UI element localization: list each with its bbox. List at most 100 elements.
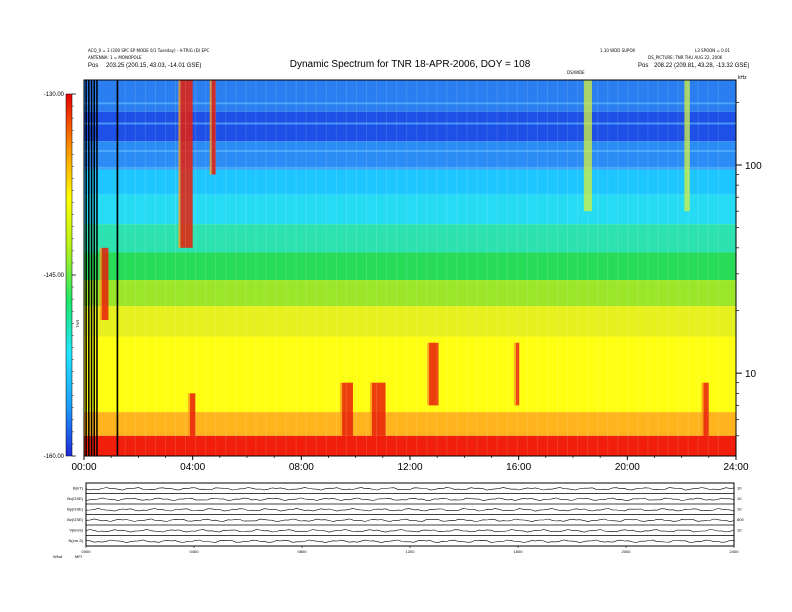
spectrum-streak-vertical xyxy=(717,80,719,456)
type-iii-storm xyxy=(684,80,690,212)
spectrum-streak-vertical xyxy=(205,80,207,456)
panel-trace xyxy=(85,529,735,533)
x-tick-label: 08:00 xyxy=(289,462,314,473)
spectrum-streak-vertical xyxy=(134,80,136,456)
spectrum-streak-vertical xyxy=(587,80,589,456)
spectrum-band xyxy=(84,252,736,281)
radio-burst-edge xyxy=(187,393,190,436)
radio-burst xyxy=(371,382,386,436)
panel-right-label: 10 xyxy=(737,496,742,501)
panel-trace xyxy=(85,497,735,501)
spectrum-streak-vertical xyxy=(426,80,428,456)
panel-x-tick-label: 1200 xyxy=(406,549,416,554)
spectrum-streak-vertical xyxy=(637,80,639,456)
radio-burst xyxy=(189,393,196,436)
spectrum-streak-vertical xyxy=(476,80,478,456)
header-acq-info: ACQ_0 = 3 (200 SPC EP MODE 0/1 Tuesday) … xyxy=(88,48,210,53)
spectrum-band xyxy=(84,412,736,436)
spectrum-streak-vertical xyxy=(164,80,166,456)
spectrum-streak-vertical xyxy=(556,80,558,456)
panel-x-tick-label: 2400 xyxy=(730,549,740,554)
data-gap-line xyxy=(93,80,96,456)
spectrum-streak-vertical xyxy=(185,80,187,456)
spectrum-streak-vertical xyxy=(406,80,408,456)
spectrum-streak-vertical xyxy=(456,80,458,456)
radio-burst xyxy=(429,342,439,406)
spectrum-streak-vertical xyxy=(365,80,367,456)
spectrum-streak-vertical xyxy=(325,80,327,456)
radio-burst xyxy=(101,247,109,321)
panel-x-tick-label: 0400 xyxy=(190,549,200,554)
spectrum-streak-vertical xyxy=(386,80,388,456)
colorbar-label: TNR xyxy=(75,320,80,328)
spectrum-streak-vertical xyxy=(144,80,146,456)
spectrum-streak-vertical xyxy=(345,80,347,456)
spectrum-streak-vertical xyxy=(697,80,699,456)
spectrum-streak xyxy=(84,102,736,105)
data-gap-line xyxy=(90,80,93,456)
spectrum-streak-vertical xyxy=(446,80,448,456)
panel-left-label: By(GSE) xyxy=(67,506,83,511)
spectrogram xyxy=(84,80,736,456)
x-tick-label: 24:00 xyxy=(723,462,748,473)
spectrum-streak-vertical xyxy=(687,80,689,456)
spectrum-streak xyxy=(84,122,736,125)
header-right-pos-label: Pos xyxy=(638,63,649,69)
spectrum-streak-vertical xyxy=(275,80,277,456)
y-tick-label: 100 xyxy=(745,161,762,172)
panel-trace xyxy=(85,487,735,491)
spectrum-streak-vertical xyxy=(647,80,649,456)
radio-burst xyxy=(180,80,193,248)
radio-burst-edge xyxy=(99,247,102,321)
radio-burst-edge xyxy=(513,342,516,406)
type-iii-storm xyxy=(583,80,593,212)
radio-burst xyxy=(515,342,520,406)
header-left-pos-label: Pos xyxy=(88,63,99,69)
colorbar-tick-label: -160.00 xyxy=(44,454,65,460)
panel-left-label: N(cm-3) xyxy=(69,538,84,543)
header-picture-info: DS_PICTURE: TNR THU AUG 22, 2006 xyxy=(648,55,723,60)
x-tick-label: 00:00 xyxy=(71,462,96,473)
spectrum-streak-vertical xyxy=(707,80,709,456)
solar-wind-panels: B(nT) 10 Bx(GSE) 10 By(GSE) 10 Bz(GSE) 800 V(km/… xyxy=(53,482,744,559)
panel-trace xyxy=(85,518,735,523)
spectrum-band xyxy=(84,306,736,337)
spectrum-streak-vertical xyxy=(195,80,197,456)
spectrum-streak-vertical xyxy=(506,80,508,456)
spectrum-streak-vertical xyxy=(396,80,398,456)
spectrum-streak-vertical xyxy=(225,80,227,456)
y-unit-label: kHz xyxy=(738,75,747,81)
spectrogram-axes: 00:00 04:00 08:00 12:00 16:00 20:00 24:00 100 10… xyxy=(71,75,762,473)
colorbar-tick-label: -145.00 xyxy=(44,273,65,279)
spectrum-streak-vertical xyxy=(597,80,599,456)
spectrum-streak-vertical xyxy=(265,80,267,456)
spectrum-streak-vertical xyxy=(315,80,317,456)
radio-burst xyxy=(703,382,709,436)
spectrum-streak-vertical xyxy=(436,80,438,456)
radio-burst-edge xyxy=(178,80,181,248)
radio-burst-edge xyxy=(427,342,430,406)
x-tick-label: 16:00 xyxy=(506,462,531,473)
footer-right-label: MFI xyxy=(75,554,82,559)
colorbar-scale xyxy=(65,93,73,457)
spectrum-streak-vertical xyxy=(496,80,498,456)
spectrum-streak-vertical xyxy=(657,80,659,456)
spectrum-band xyxy=(84,435,736,456)
panel-trace xyxy=(85,539,735,544)
chart-title: Dynamic Spectrum for TNR 18-APR-2006, DO… xyxy=(289,59,531,70)
spectrum-streak-vertical xyxy=(235,80,237,456)
spectrum-streak-vertical xyxy=(667,80,669,456)
colorbar-tick-label: -130.00 xyxy=(44,92,65,98)
spectrum-streak xyxy=(84,150,736,153)
spectrum-streak-vertical xyxy=(255,80,257,456)
data-gap-line xyxy=(96,80,98,456)
spectrum-streak-vertical xyxy=(175,80,177,456)
spectrum-streak-vertical xyxy=(305,80,307,456)
header-right-pos-value: 208.22 (209.81, 43.28, -13.32 GSE) xyxy=(654,63,750,69)
y-tick-label: 10 xyxy=(745,369,757,380)
panel-left-label: Bx(GSE) xyxy=(67,496,83,501)
spectrum-streak-vertical xyxy=(416,80,418,456)
spectrum-streak-vertical xyxy=(154,80,156,456)
spectrum-streak-vertical xyxy=(516,80,518,456)
radio-burst xyxy=(211,80,216,175)
